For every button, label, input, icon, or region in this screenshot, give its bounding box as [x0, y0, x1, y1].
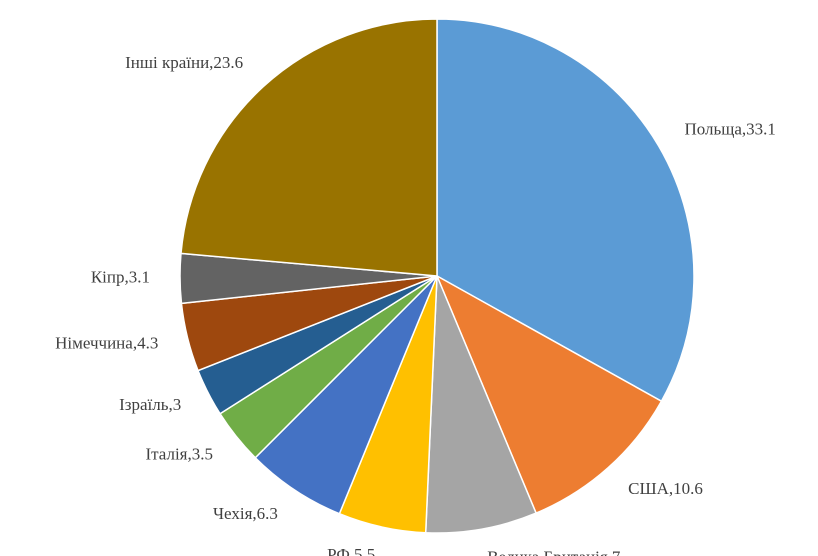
data-label: Німеччина,4.3 — [55, 334, 158, 353]
data-label: Ізраїль,3 — [119, 395, 181, 414]
pie-slice — [436, 18, 695, 403]
pie-slice — [435, 274, 663, 515]
data-label: РФ,5.5 — [327, 545, 375, 556]
data-label: Чехія,6.3 — [213, 504, 278, 523]
pie-slice — [180, 18, 438, 277]
data-label: США,10.6 — [628, 479, 703, 498]
pie-slice — [424, 275, 538, 534]
data-label: Італія,3.5 — [145, 444, 213, 463]
data-label: Інші країни,23.6 — [125, 53, 243, 72]
data-label: Польща,33.1 — [684, 120, 775, 139]
data-label: Кіпр,3.1 — [91, 268, 150, 287]
data-label: Велика Британія,7 — [487, 547, 621, 556]
